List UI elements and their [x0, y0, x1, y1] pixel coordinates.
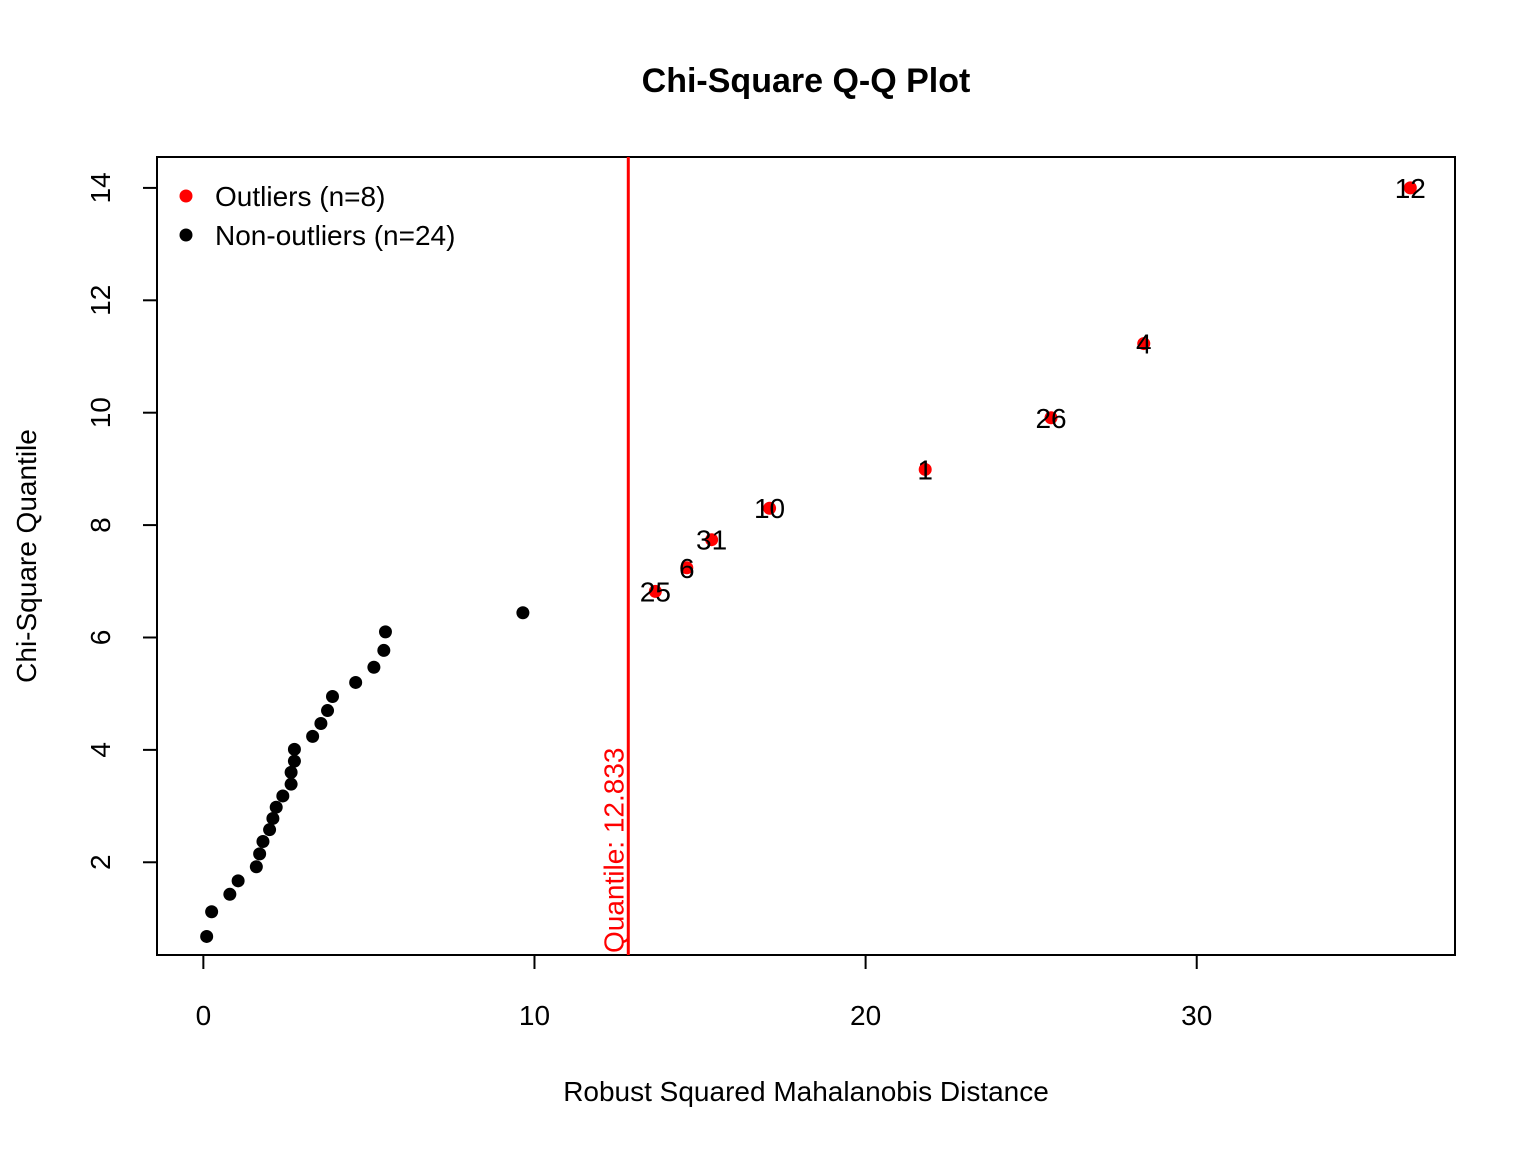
y-axis-label: Chi-Square Quantile: [11, 429, 42, 683]
y-tick-label: 12: [85, 285, 116, 316]
outlier-point-label: 6: [679, 553, 695, 584]
non-outlier-point: [306, 729, 320, 743]
y-tick-label: 4: [85, 742, 116, 758]
outlier-point: [705, 533, 719, 547]
legend: Outliers (n=8) Non-outliers (n=24): [179, 181, 455, 251]
non-outlier-point: [266, 811, 280, 825]
non-outlier-point: [269, 800, 283, 814]
non-outlier-point: [200, 929, 214, 943]
non-outlier-point: [276, 789, 290, 803]
non-outlier-point: [231, 874, 245, 888]
non-outlier-point: [314, 716, 328, 730]
non-outlier-point: [223, 887, 237, 901]
non-outlier-point: [378, 625, 392, 639]
non-outlier-point: [349, 675, 363, 689]
non-outlier-point: [367, 660, 381, 674]
outlier-point: [1137, 337, 1151, 351]
x-axis: 0 10 20 30: [196, 954, 1212, 1031]
outlier-point: [918, 462, 932, 476]
outlier-point: [1403, 181, 1417, 195]
y-tick-label: 2: [85, 854, 116, 870]
non-outlier-point: [284, 765, 298, 779]
y-tick-label: 8: [85, 517, 116, 533]
quantile-cutoff-label: Quantile: 12.833: [598, 748, 629, 954]
x-axis-label: Robust Squared Mahalanobis Distance: [563, 1076, 1049, 1107]
non-outlier-point: [263, 823, 277, 837]
outlier-point-label: 26: [1035, 403, 1066, 434]
non-outlier-point: [516, 606, 530, 620]
legend-entry: Outliers (n=8): [215, 181, 385, 212]
legend-marker: [179, 228, 193, 242]
non-outlier-point: [325, 689, 339, 703]
legend-marker: [179, 189, 193, 203]
outlier-point-label: 1: [917, 454, 933, 485]
outlier-point-label: 31: [696, 525, 727, 556]
non-outlier-point: [321, 704, 335, 718]
plot-frame: [156, 156, 1456, 956]
y-tick-label: 14: [85, 172, 116, 203]
y-tick-label: 6: [85, 630, 116, 646]
non-outlier-point: [287, 754, 301, 768]
non-outlier-point: [205, 905, 219, 919]
outlier-point: [1044, 411, 1058, 425]
x-tick-label: 20: [850, 1000, 881, 1031]
outlier-point: [648, 584, 662, 598]
non-outlier-point: [249, 860, 263, 874]
outlier-point-label: 4: [1136, 329, 1152, 360]
outlier-point-label: 12: [1395, 173, 1426, 204]
outlier-point-label: 10: [754, 493, 785, 524]
outlier-point: [680, 561, 694, 575]
non-outlier-point: [256, 834, 270, 848]
y-tick-label: 10: [85, 397, 116, 428]
x-tick-label: 30: [1181, 1000, 1212, 1031]
quantile-cutoff: Quantile: 12.833: [598, 157, 630, 955]
non-outlier-point: [284, 777, 298, 791]
non-outlier-point: [287, 742, 301, 756]
non-outlier-point: [377, 643, 391, 657]
data-points: [200, 181, 1417, 943]
y-axis: 2 4 6 8 10 12 14: [85, 172, 158, 870]
outlier-point: [763, 501, 777, 515]
outlier-labels: 25 631 10 1 26 4 12: [640, 173, 1426, 607]
outlier-point-label: 25: [640, 576, 671, 607]
legend-entry: Non-outliers (n=24): [215, 220, 455, 251]
non-outlier-point: [253, 847, 267, 861]
x-tick-label: 0: [196, 1000, 212, 1031]
chart-title: Chi-Square Q-Q Plot: [642, 62, 971, 100]
x-tick-label: 10: [519, 1000, 550, 1031]
